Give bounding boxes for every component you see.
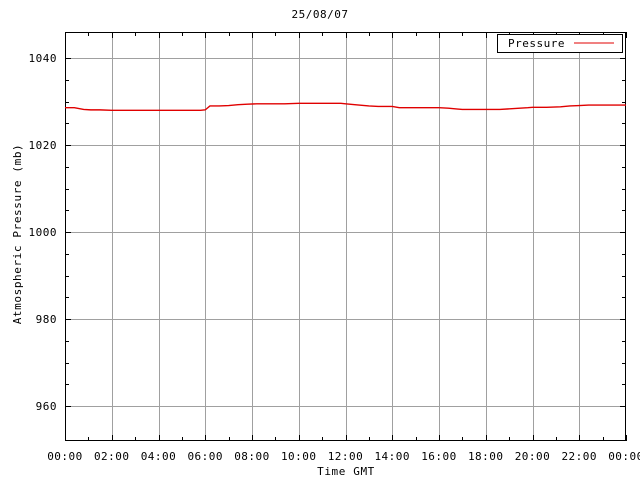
x-tick-label: 12:00	[327, 450, 364, 463]
x-tick-label: 22:00	[561, 450, 598, 463]
y-tick-label: 1040	[28, 52, 57, 66]
x-tick-label: 14:00	[374, 450, 411, 463]
y-tick-label: 1020	[28, 139, 57, 153]
x-tick-label: 06:00	[187, 450, 224, 463]
chart-title: 25/08/07	[291, 8, 349, 21]
x-tick-label: 20:00	[514, 450, 551, 463]
x-tick-label: 16:00	[421, 450, 457, 463]
x-tick-label: 08:00	[234, 450, 270, 463]
x-tick-label: 10:00	[280, 450, 317, 463]
y-tick-label: 980	[35, 313, 57, 327]
legend-entry-label: Pressure	[508, 37, 565, 50]
x-tick-label: 00:00	[608, 450, 640, 463]
x-axis-title: Time GMT	[317, 465, 375, 478]
y-tick-label: 1000	[28, 226, 57, 240]
x-tick-label: 02:00	[93, 450, 130, 463]
x-tick-label: 18:00	[467, 450, 504, 463]
y-tick-label: 960	[35, 400, 57, 414]
x-tick-label: 00:00	[47, 450, 83, 463]
x-tick-label: 04:00	[140, 450, 177, 463]
